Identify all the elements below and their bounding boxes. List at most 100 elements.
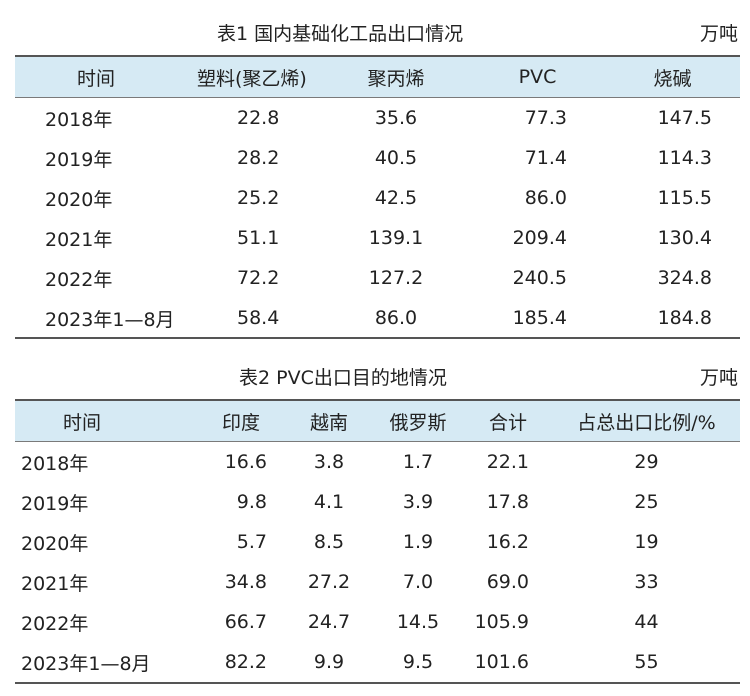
table-row: 2022年 72.2 127.2 240.5 324.8 (15, 258, 740, 298)
table-cell: 44 (634, 611, 659, 633)
table-cell: 2023年1—8月 (45, 308, 175, 331)
table-cell: 82.2 (224, 651, 267, 673)
table-cell: 115.5 (657, 187, 712, 209)
table-cell: 40.5 (374, 147, 418, 169)
table1: 时间 塑料(聚乙烯) 聚丙烯 PVC 烧碱 2018年 22.8 35.6 77… (15, 55, 740, 338)
table2-header-row: 时间 印度 越南 俄罗斯 合计 占总出口比例/% (15, 400, 740, 442)
table-row: 2020年 25.2 42.5 86.0 115.5 (15, 178, 740, 218)
table-cell: 2019年 (45, 148, 113, 171)
table-cell: 22.1 (486, 451, 529, 473)
table-cell: 2021年 (45, 228, 113, 251)
table-cell: 2018年 (45, 108, 113, 131)
table-cell: 3.8 (313, 451, 345, 473)
table-cell: 2022年 (45, 268, 113, 291)
table-row: 2022年 66.7 24.7 14.5 105.9 44 (15, 602, 740, 642)
table-row: 2019年 9.8 4.1 3.9 17.8 25 (15, 482, 740, 522)
table2-bottom-rule (15, 682, 740, 684)
table-cell: 17.8 (486, 491, 529, 513)
table2: 时间 印度 越南 俄罗斯 合计 占总出口比例/% 2018年 16.6 3.8 … (15, 399, 740, 682)
table-cell: 2018年 (21, 452, 89, 475)
table-cell: 209.4 (512, 227, 567, 249)
table2-caption-row: 表2 PVC出口目的地情况 万吨 (0, 362, 750, 394)
table-cell: 127.2 (368, 267, 424, 289)
table-cell: 71.4 (524, 147, 567, 169)
table-cell: 184.8 (657, 307, 712, 329)
table2-header-cell: 合计 (463, 400, 553, 442)
table2-unit: 万吨 (699, 367, 738, 389)
table-row: 2021年 51.1 139.1 209.4 130.4 (15, 218, 740, 258)
table-cell: 16.6 (224, 451, 267, 473)
table-cell: 324.8 (657, 267, 712, 289)
table1-header-cell: 聚丙烯 (322, 56, 470, 98)
table-cell: 1.9 (402, 531, 434, 553)
table-cell: 25 (634, 491, 659, 513)
table-row: 2018年 22.8 35.6 77.3 147.5 (15, 98, 740, 139)
table-cell: 27.2 (307, 571, 351, 593)
table2-header-cell: 印度 (197, 400, 285, 442)
table-cell: 147.5 (657, 107, 712, 129)
table2-header-cell: 占总出口比例/% (553, 400, 740, 442)
table2-header-cell: 越南 (285, 400, 373, 442)
table-cell: 72.2 (237, 267, 280, 289)
table-cell: 42.5 (374, 187, 418, 209)
table-cell: 185.4 (512, 307, 567, 329)
table-cell: 1.7 (402, 451, 434, 473)
table-cell: 66.7 (224, 611, 267, 633)
table-cell: 114.3 (657, 147, 712, 169)
table-row: 2023年1—8月 58.4 86.0 185.4 184.8 (15, 298, 740, 338)
table2-header-cell: 时间 (15, 400, 197, 442)
table1-unit: 万吨 (699, 23, 738, 45)
table-cell: 2020年 (21, 532, 89, 555)
table-cell: 29 (634, 451, 659, 473)
table-cell: 2020年 (45, 188, 113, 211)
table-cell: 139.1 (368, 227, 424, 249)
table-cell: 5.7 (236, 531, 267, 553)
table-cell: 3.9 (402, 491, 434, 513)
table-row: 2018年 16.6 3.8 1.7 22.1 29 (15, 442, 740, 483)
table-row: 2020年 5.7 8.5 1.9 16.2 19 (15, 522, 740, 562)
table1-header-row: 时间 塑料(聚乙烯) 聚丙烯 PVC 烧碱 (15, 56, 740, 98)
table-cell: 77.3 (524, 107, 567, 129)
table-cell: 16.2 (486, 531, 529, 553)
table1-caption-row: 表1 国内基础化工品出口情况 万吨 (0, 18, 750, 50)
table-cell: 4.1 (313, 491, 345, 513)
table-cell: 28.2 (237, 147, 280, 169)
table1-header-cell: 烧碱 (605, 56, 740, 98)
table-cell: 2022年 (21, 612, 89, 635)
table1-header-cell: 时间 (15, 56, 197, 98)
table-cell: 25.2 (237, 187, 280, 209)
table1-caption: 表1 国内基础化工品出口情况 (217, 23, 464, 45)
table-cell: 8.5 (313, 531, 345, 553)
table-cell: 58.4 (237, 307, 280, 329)
table-cell: 101.6 (474, 651, 529, 673)
table-cell: 22.8 (237, 107, 280, 129)
table-cell: 240.5 (512, 267, 567, 289)
table-cell: 105.9 (474, 611, 529, 633)
table-cell: 2019年 (21, 492, 89, 515)
table-cell: 69.0 (486, 571, 529, 593)
table-cell: 24.7 (307, 611, 351, 633)
table-cell: 130.4 (657, 227, 712, 249)
table-cell: 9.5 (402, 651, 434, 673)
table-cell: 86.0 (524, 187, 567, 209)
table-cell: 2023年1—8月 (21, 652, 151, 675)
table-row: 2019年 28.2 40.5 71.4 114.3 (15, 138, 740, 178)
table-cell: 19 (634, 531, 659, 553)
table-cell: 86.0 (374, 307, 418, 329)
table-cell: 7.0 (402, 571, 434, 593)
table1-header-cell: 塑料(聚乙烯) (197, 56, 322, 98)
table-cell: 33 (634, 571, 659, 593)
table-cell: 34.8 (224, 571, 267, 593)
table-cell: 51.1 (237, 227, 280, 249)
table-cell: 9.8 (236, 491, 267, 513)
table1-bottom-rule (15, 337, 740, 339)
table-row: 2021年 34.8 27.2 7.0 69.0 33 (15, 562, 740, 602)
table2-caption: 表2 PVC出口目的地情况 (239, 367, 447, 389)
table2-header-cell: 俄罗斯 (373, 400, 463, 442)
table-cell: 35.6 (374, 107, 418, 129)
table-cell: 55 (634, 651, 659, 673)
table-cell: 14.5 (396, 611, 440, 633)
table-cell: 9.9 (313, 651, 345, 673)
table-cell: 2021年 (21, 572, 89, 595)
table1-header-cell: PVC (470, 56, 605, 98)
